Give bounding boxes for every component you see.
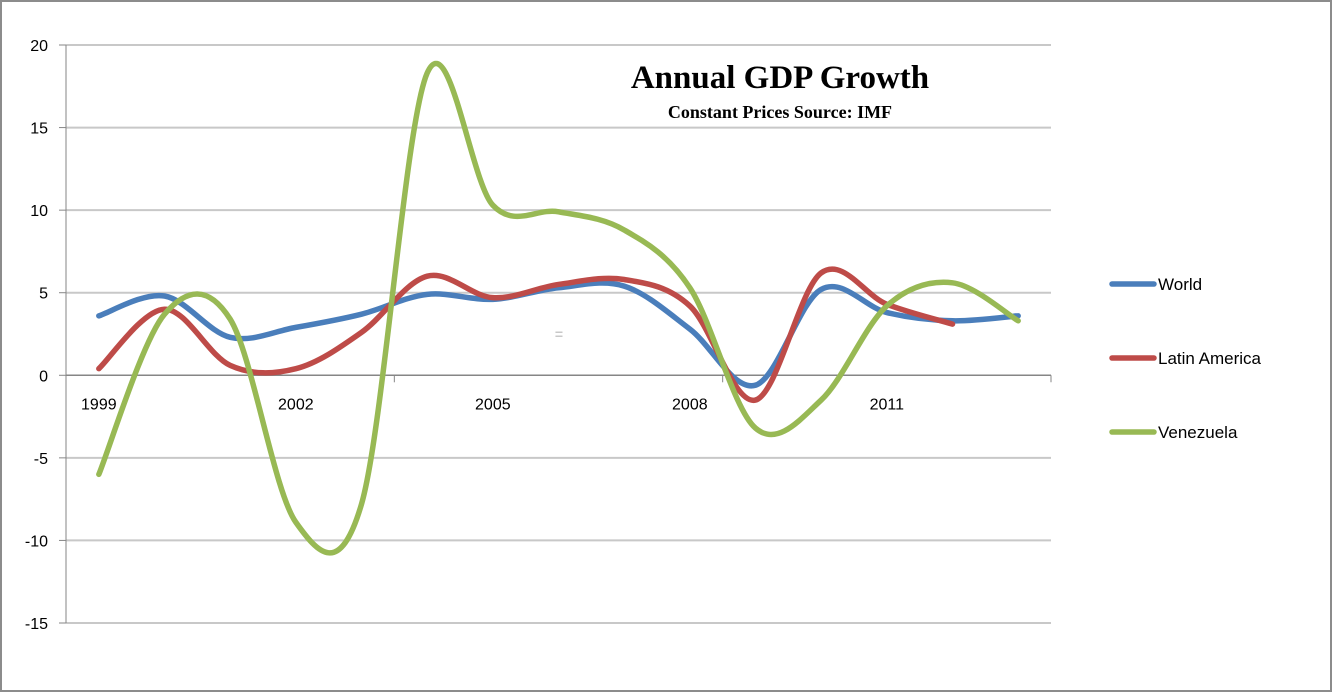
legend-label-world: World [1158, 275, 1202, 294]
x-tick-label: 2008 [672, 396, 708, 413]
legend: World Latin America Venezuela [1109, 275, 1262, 442]
x-tick-label: 1999 [81, 396, 117, 413]
series-line-latin-america [96, 266, 956, 403]
y-tick-label: 5 [39, 286, 48, 303]
y-tick-label: 0 [39, 368, 48, 385]
y-tick-label: -5 [34, 451, 48, 468]
x-tick-label: 2005 [475, 396, 511, 413]
x-tick-labels: 1999 2002 2005 2008 2011 [81, 396, 904, 413]
x-tick-label: 2011 [870, 396, 905, 413]
y-tick-label: -10 [25, 533, 48, 550]
chart-title: Annual GDP Growth [631, 60, 929, 96]
y-tick-label: 10 [30, 203, 48, 220]
x-tick-label: 2002 [278, 396, 314, 413]
series-line-venezuela [96, 60, 1021, 556]
legend-label-latin-america: Latin America [1158, 349, 1262, 368]
legend-label-venezuela: Venezuela [1158, 423, 1238, 442]
y-tick-labels: 20 15 10 5 0 -5 -10 -15 [25, 38, 48, 633]
series-lines [96, 60, 1021, 556]
chart-subtitle: Constant Prices Source: IMF [668, 102, 892, 122]
y-tick-label: 20 [30, 38, 48, 55]
annotation-mark: = [555, 326, 563, 342]
axes [59, 44, 1052, 624]
y-tick-label: 15 [30, 121, 48, 138]
series-line-world [96, 280, 1021, 389]
y-tick-label: -15 [25, 616, 48, 633]
